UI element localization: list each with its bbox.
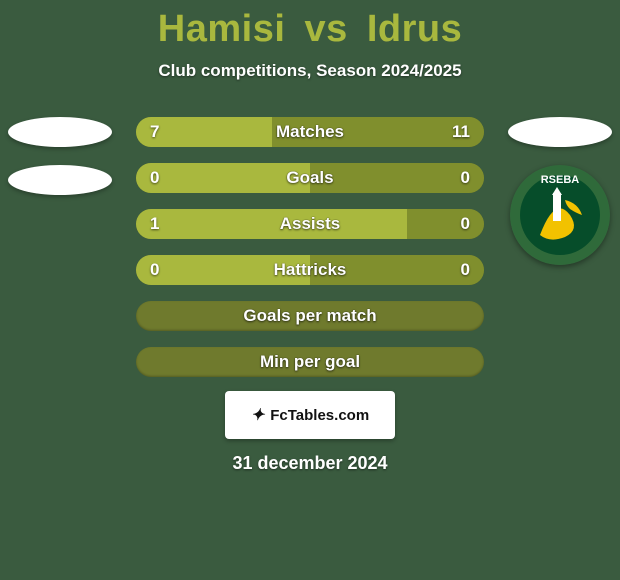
comparison-card: Hamisi vs Idrus Club competitions, Seaso…	[0, 0, 620, 580]
date-text: 31 december 2024	[0, 453, 620, 474]
stat-bar: Goals00	[136, 163, 484, 193]
left-flag-placeholder-1	[8, 117, 112, 147]
player2-name: Idrus	[367, 8, 462, 50]
subtitle: Club competitions, Season 2024/2025	[0, 61, 620, 81]
stat-bar-fill-left	[136, 255, 310, 285]
stat-bar: Matches711	[136, 117, 484, 147]
stat-bar: Hattricks00	[136, 255, 484, 285]
source-badge: ✦ FcTables.com	[225, 391, 395, 439]
stat-bar-fill-right	[407, 209, 484, 239]
stat-bar-label: Min per goal	[136, 352, 484, 372]
stat-bar-fill-left	[136, 209, 407, 239]
stat-bars: Matches711Goals00Assists10Hattricks00Goa…	[136, 117, 484, 377]
stat-bar-value-left: 0	[150, 168, 159, 188]
club-crest-icon: RSEBA	[510, 165, 610, 265]
stat-bar-value-right: 0	[461, 260, 470, 280]
source-text: FcTables.com	[270, 407, 369, 424]
stat-bar-value-right: 0	[461, 214, 470, 234]
left-flag-placeholder-2	[8, 165, 112, 195]
stat-bar: Goals per match	[136, 301, 484, 331]
stat-bar-value-left: 1	[150, 214, 159, 234]
page-title: Hamisi vs Idrus	[0, 0, 620, 51]
title-vs: vs	[304, 8, 347, 50]
source-icon: ✦	[251, 405, 264, 425]
stat-bar-fill-left	[136, 163, 310, 193]
player1-name: Hamisi	[158, 8, 286, 50]
svg-text:RSEBA: RSEBA	[541, 174, 580, 186]
stat-bar-value-right: 11	[452, 122, 470, 142]
content-area: RSEBA Matches711Goals00Assists10Hattrick…	[0, 117, 620, 474]
stat-bar-label: Goals per match	[136, 306, 484, 326]
stat-bar-value-left: 7	[150, 122, 159, 142]
stat-bar: Min per goal	[136, 347, 484, 377]
right-flag-placeholder	[508, 117, 612, 147]
right-badge-column: RSEBA	[500, 117, 620, 265]
club-crest: RSEBA	[510, 165, 610, 265]
stat-bar: Assists10	[136, 209, 484, 239]
stat-bar-fill-right	[310, 255, 484, 285]
left-badge-column	[0, 117, 120, 195]
stat-bar-value-right: 0	[461, 168, 470, 188]
stat-bar-value-left: 0	[150, 260, 159, 280]
stat-bar-fill-right	[310, 163, 484, 193]
